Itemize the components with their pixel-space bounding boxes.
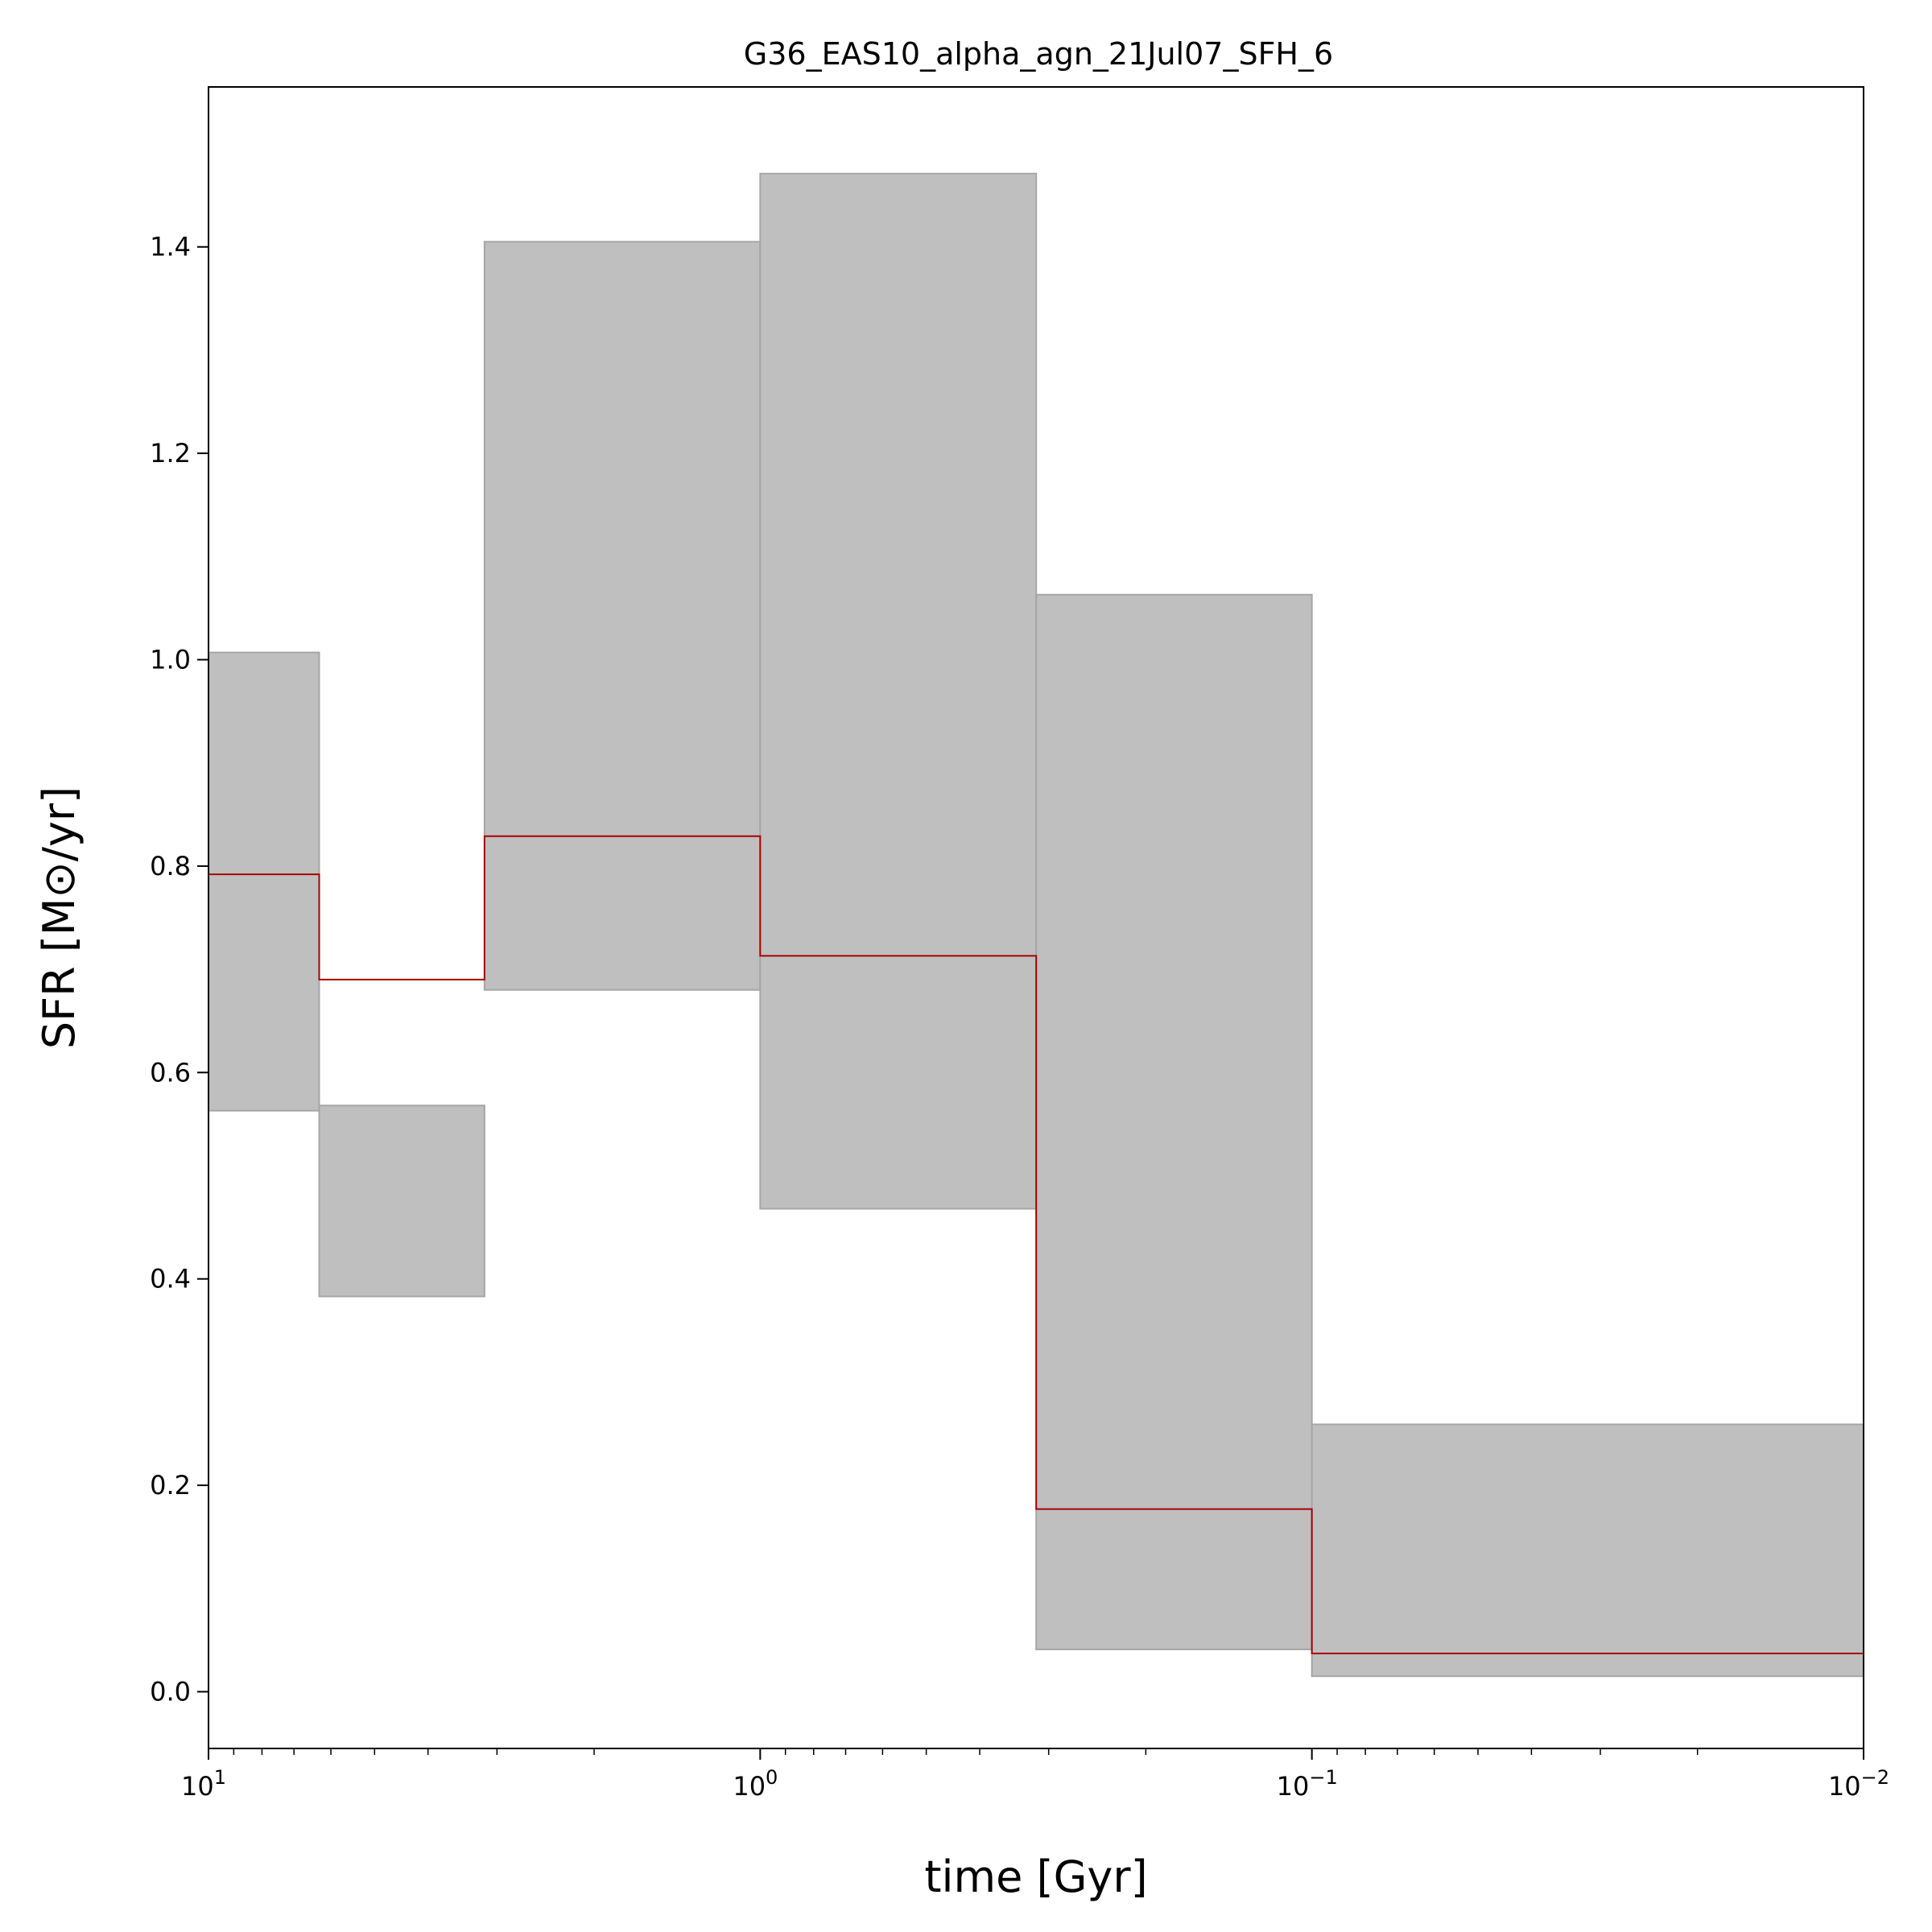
y-tick-label: 0.2 bbox=[150, 1470, 191, 1501]
x-tick-label: 101 bbox=[181, 1766, 226, 1802]
y-tick-label: 0.4 bbox=[150, 1264, 191, 1294]
sfr-range-band-2 bbox=[318, 1104, 485, 1298]
uncertainty-bands bbox=[208, 172, 1864, 1678]
sfr-range-band-1 bbox=[208, 651, 320, 1112]
chart-title: G36_EAS10_alpha_agn_21Jul07_SFH_6 bbox=[744, 36, 1333, 72]
y-tick-label: 0.0 bbox=[150, 1676, 191, 1707]
sfr-range-band-3 bbox=[483, 241, 762, 991]
y-axis-label: SFR [M⊙/yr] bbox=[34, 786, 85, 1049]
sfr-range-band-5 bbox=[1035, 593, 1313, 1650]
x-tick-label: 10−2 bbox=[1828, 1766, 1889, 1802]
x-axis-label: time [Gyr] bbox=[924, 1852, 1147, 1902]
x-tick-label: 100 bbox=[733, 1766, 778, 1802]
sfr-range-band-4 bbox=[759, 172, 1038, 1210]
y-axis-ticks: 0.0 0.2 0.4 0.6 0.8 1.0 1.2 1.4 bbox=[150, 232, 208, 1707]
y-tick-label: 0.6 bbox=[150, 1057, 191, 1088]
plot-frame bbox=[208, 86, 1864, 1749]
median-line-group bbox=[208, 835, 1864, 1655]
x-axis-ticks: 101 100 10−1 10−2 bbox=[181, 1748, 1889, 1802]
y-tick-label: 1.4 bbox=[150, 232, 191, 262]
y-tick-label: 0.8 bbox=[150, 851, 191, 881]
x-tick-label: 10−1 bbox=[1277, 1766, 1338, 1802]
median-sfr-line bbox=[208, 835, 1864, 1655]
sfr-range-band-6 bbox=[1311, 1423, 1864, 1678]
y-tick-label: 1.0 bbox=[150, 645, 191, 675]
y-tick-label: 1.2 bbox=[150, 438, 191, 469]
